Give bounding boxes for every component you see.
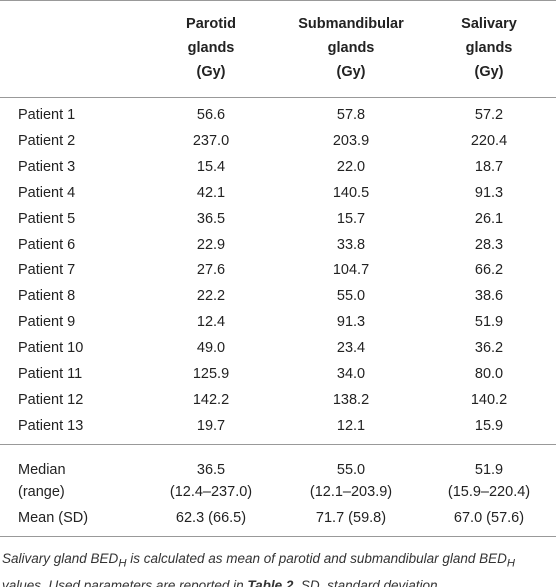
cell: 22.2 bbox=[196, 288, 226, 305]
row-label: (range) bbox=[18, 484, 65, 500]
column-header: Parotid bbox=[186, 16, 236, 32]
cell: 104.7 bbox=[332, 262, 370, 279]
rule bbox=[0, 444, 556, 445]
cell: 15.9 bbox=[474, 417, 504, 434]
cell: 51.9 bbox=[474, 462, 504, 478]
row-label: Mean (SD) bbox=[18, 510, 89, 526]
cell: 34.0 bbox=[336, 366, 366, 382]
cell: (12.1–203.9) bbox=[309, 484, 393, 500]
caption-text: is calculated as mean of parotid and sub… bbox=[126, 551, 507, 566]
cell: 23.4 bbox=[336, 340, 366, 357]
cell: (15.9–220.4) bbox=[447, 484, 531, 500]
caption-text: H bbox=[118, 557, 127, 570]
column-header: glands bbox=[327, 40, 375, 56]
caption-text: . SD, standard deviation. bbox=[293, 577, 442, 587]
cell: 57.8 bbox=[336, 107, 366, 123]
cell: 56.6 bbox=[196, 107, 226, 123]
cell: 142.2 bbox=[192, 391, 230, 408]
column-header: (Gy) bbox=[196, 64, 226, 80]
cell: 36.2 bbox=[474, 340, 504, 357]
cell: 19.7 bbox=[196, 417, 226, 434]
cell: 57.2 bbox=[474, 107, 504, 123]
cell: 125.9 bbox=[192, 366, 230, 382]
cell: 67.0 (57.6) bbox=[453, 510, 525, 526]
cell: 18.7 bbox=[474, 158, 504, 175]
cell: 36.5 bbox=[196, 210, 226, 227]
cell: 22.0 bbox=[336, 158, 366, 175]
cell: 140.5 bbox=[332, 184, 370, 201]
row-label: Patient 13 bbox=[18, 417, 84, 434]
cell: 51.9 bbox=[474, 314, 504, 331]
cell: 49.0 bbox=[196, 340, 226, 357]
cell: 55.0 bbox=[336, 288, 366, 305]
cell: 237.0 bbox=[192, 132, 230, 149]
column-header: glands bbox=[465, 40, 513, 56]
cell: 55.0 bbox=[336, 462, 366, 478]
cell: 36.5 bbox=[196, 462, 226, 478]
column-header: Submandibular bbox=[298, 16, 404, 32]
caption-text: values. Used parameters are reported in bbox=[2, 577, 248, 587]
row-label: Patient 4 bbox=[18, 184, 76, 201]
caption: Salivary gland BEDH is calculated as mea… bbox=[2, 548, 547, 587]
cell: 15.7 bbox=[336, 210, 366, 227]
cell: 15.4 bbox=[196, 158, 226, 175]
caption-text: Salivary gland BED bbox=[2, 551, 119, 566]
row-label: Median bbox=[18, 462, 66, 478]
cell: 203.9 bbox=[332, 132, 370, 149]
row-label: Patient 8 bbox=[18, 288, 76, 305]
cell: 28.3 bbox=[474, 236, 504, 253]
row-label: Patient 9 bbox=[18, 314, 76, 331]
cell: 62.3 (66.5) bbox=[175, 510, 247, 526]
cell: 66.2 bbox=[474, 262, 504, 279]
row-label: Patient 5 bbox=[18, 210, 76, 227]
row-label: Patient 11 bbox=[18, 366, 83, 382]
rule bbox=[0, 0, 556, 1]
cell: 71.7 (59.8) bbox=[315, 510, 387, 526]
row-label: Patient 2 bbox=[18, 132, 76, 149]
column-header: (Gy) bbox=[336, 64, 366, 80]
column-header: (Gy) bbox=[474, 64, 504, 80]
cell: 138.2 bbox=[332, 391, 370, 408]
cell: 140.2 bbox=[470, 391, 508, 408]
column-header: glands bbox=[187, 40, 235, 56]
cell: 12.1 bbox=[336, 417, 366, 434]
cell: 27.6 bbox=[196, 262, 226, 279]
column-header: Salivary bbox=[461, 16, 517, 32]
row-label: Patient 12 bbox=[18, 391, 84, 408]
row-label: Patient 7 bbox=[18, 262, 76, 279]
caption-text: Table 2 bbox=[247, 577, 294, 587]
cell: 91.3 bbox=[336, 314, 366, 331]
row-label: Patient 6 bbox=[18, 236, 76, 253]
rule bbox=[0, 97, 556, 98]
row-label: Patient 3 bbox=[18, 158, 76, 175]
cell: 12.4 bbox=[196, 314, 226, 331]
caption-text: H bbox=[506, 557, 516, 570]
cell: 91.3 bbox=[474, 184, 504, 201]
cell: 220.4 bbox=[470, 132, 508, 149]
cell: 38.6 bbox=[474, 288, 504, 305]
cell: 22.9 bbox=[196, 236, 226, 253]
cell: 42.1 bbox=[196, 184, 226, 201]
cell: 26.1 bbox=[474, 210, 504, 227]
row-label: Patient 1 bbox=[18, 107, 76, 123]
cell: (12.4–237.0) bbox=[169, 484, 253, 500]
rule bbox=[0, 536, 556, 537]
row-label: Patient 10 bbox=[18, 340, 84, 357]
cell: 80.0 bbox=[474, 366, 504, 382]
cell: 33.8 bbox=[336, 236, 366, 253]
